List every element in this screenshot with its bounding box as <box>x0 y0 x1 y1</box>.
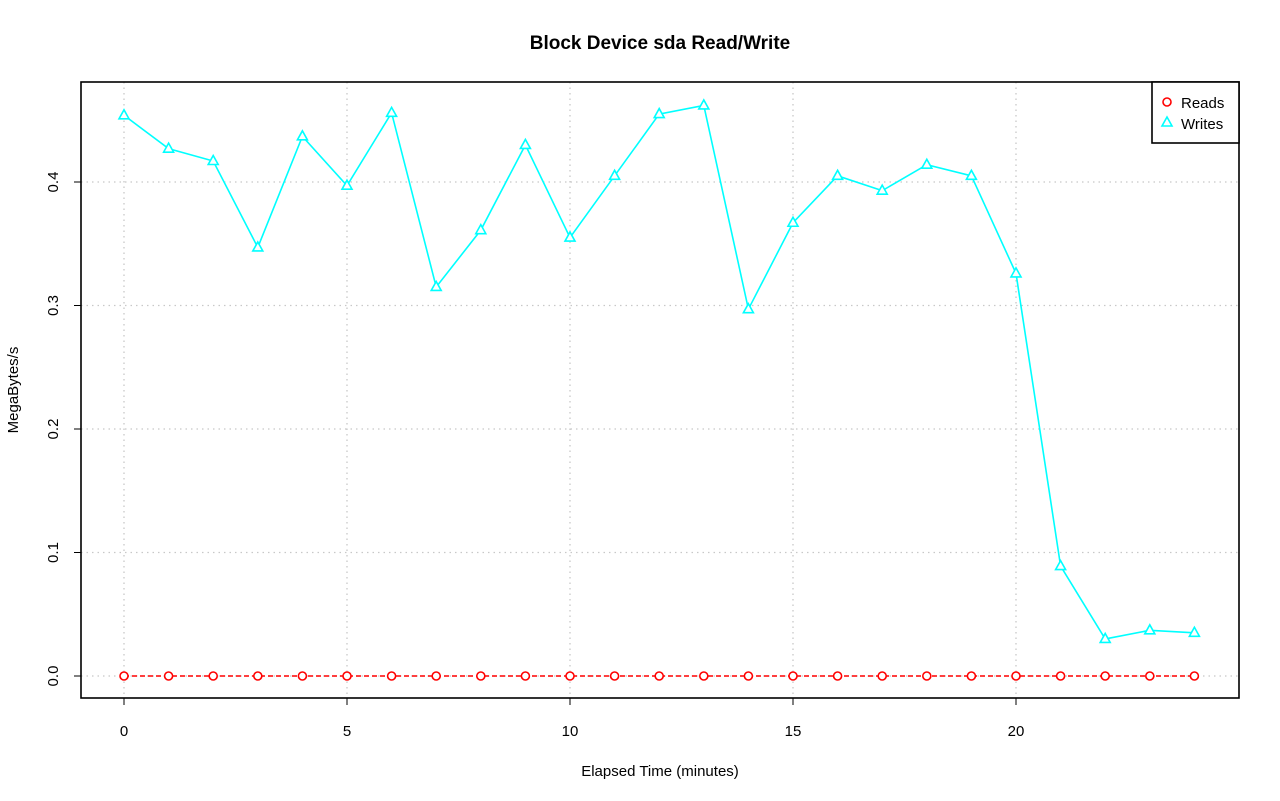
y-axis-label: MegaBytes/s <box>5 347 22 434</box>
writes-data-point <box>1009 266 1023 278</box>
reads-data-point <box>609 671 620 681</box>
grid-layer <box>81 82 1239 698</box>
reads-data-point <box>966 671 977 681</box>
writes-data-point <box>563 230 577 242</box>
reads-data-point <box>565 671 575 681</box>
legend-reads-label: Reads <box>1181 95 1224 112</box>
writes-data-point <box>474 223 488 235</box>
writes-data-point <box>385 105 398 118</box>
reads-data-point <box>743 671 754 681</box>
reads-data-point <box>208 671 218 681</box>
chart-title: Block Device sda Read/Write <box>530 33 790 54</box>
writes-data-point <box>786 215 800 228</box>
writes-data-point <box>340 178 354 191</box>
y-tick-label: 0.2 <box>45 419 62 440</box>
x-tick-label: 0 <box>120 723 128 740</box>
reads-data-point <box>654 671 665 681</box>
writes-data-point <box>296 129 309 141</box>
y-tick-label: 0.1 <box>45 542 62 563</box>
reads-data-point <box>832 671 843 681</box>
reads-data-point <box>1145 671 1155 681</box>
writes-data-point <box>1188 625 1201 638</box>
writes-data-point <box>608 168 621 181</box>
plot-frame <box>80 81 1240 699</box>
writes-data-point <box>1054 558 1067 571</box>
reads-data-point <box>252 671 263 681</box>
reads-data-point <box>698 671 709 681</box>
x-tick-label: 5 <box>343 723 351 740</box>
legend-writes-marker-icon <box>1160 115 1174 127</box>
x-tick-label: 20 <box>1008 723 1025 740</box>
x-tick-label: 10 <box>562 723 579 740</box>
y-tick-label: 0.4 <box>45 172 62 193</box>
reads-data-point <box>1055 671 1066 681</box>
reads-data-point <box>520 671 531 681</box>
writes-data-point <box>1143 623 1157 635</box>
reads-data-point <box>431 671 442 681</box>
reads-data-point <box>475 671 486 681</box>
legend-writes-label: Writes <box>1181 116 1223 133</box>
axes-layer: 0 5 10 15 20 0.0 0.1 0.2 0.3 0.4 <box>45 172 1024 740</box>
reads-data-point <box>163 671 174 681</box>
writes-data-point <box>117 108 131 120</box>
reads-data-point <box>1100 671 1110 681</box>
y-tick-label: 0.0 <box>45 666 62 687</box>
reads-data-point <box>1011 671 1021 681</box>
writes-data-point <box>519 137 532 150</box>
reads-data-point <box>1189 671 1200 681</box>
writes-data-point <box>162 141 175 153</box>
reads-data-point <box>386 671 397 681</box>
writes-data-point <box>831 168 844 181</box>
writes-data-point <box>920 157 934 170</box>
writes-data-point <box>875 183 889 195</box>
y-tick-label: 0.3 <box>45 295 62 316</box>
x-axis-label: Elapsed Time (minutes) <box>581 763 739 780</box>
reads-data-point <box>877 671 888 681</box>
writes-data-point <box>965 168 978 181</box>
reads-data-point <box>788 671 798 681</box>
reads-data-point <box>119 671 129 681</box>
writes-data-point <box>429 279 443 292</box>
writes-data-point <box>652 106 666 119</box>
reads-data-point <box>297 671 308 681</box>
series-layer <box>117 98 1201 681</box>
writes-data-point <box>251 240 265 252</box>
writes-data-point <box>697 98 711 110</box>
writes-series-line <box>123 104 1195 640</box>
x-tick-label: 15 <box>785 723 802 740</box>
writes-data-point <box>206 153 220 166</box>
reads-data-point <box>342 671 352 681</box>
reads-data-point <box>921 671 932 681</box>
legend: Reads Writes <box>1151 81 1240 144</box>
writes-data-point <box>742 302 755 314</box>
legend-reads-marker-icon <box>1162 97 1172 107</box>
writes-data-point <box>1098 631 1112 644</box>
legend-box <box>1151 81 1240 144</box>
